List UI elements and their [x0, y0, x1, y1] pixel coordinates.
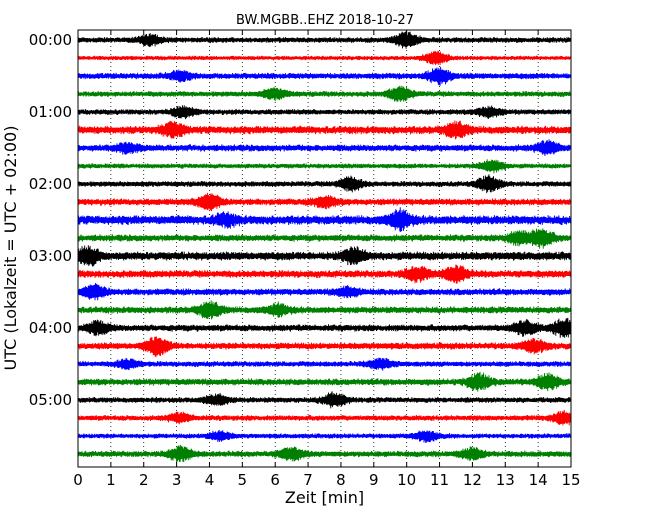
- y-axis-label: UTC (Lokalzeit = UTC + 02:00): [1, 126, 20, 371]
- trace-0415: [77, 336, 572, 358]
- trace-0345: [77, 300, 572, 320]
- trace-0300: [77, 245, 572, 267]
- trace-0445: [77, 371, 572, 392]
- x-tick-label-14: 14: [529, 471, 548, 489]
- trace-0230: [77, 207, 572, 232]
- trace-0545: [77, 444, 572, 463]
- x-tick-label-4: 4: [205, 471, 215, 489]
- trace-0000: [77, 31, 572, 49]
- trace-0030: [77, 66, 572, 86]
- trace-0045: [77, 85, 572, 103]
- vertical-grid: [110, 30, 539, 467]
- y-tick-label-00:00: 00:00: [29, 31, 72, 49]
- x-tick-label-13: 13: [496, 471, 515, 489]
- y-tick-label-03:00: 03:00: [29, 247, 72, 265]
- trace-group: [77, 31, 572, 463]
- x-tick-label-8: 8: [336, 471, 346, 489]
- x-axis: 0 1 2 3 4 5 6 7 8 9 10 11 12 13 14 15: [73, 30, 581, 489]
- x-tick-label-15: 15: [561, 471, 580, 489]
- chart-title: BW.MGBB..EHZ 2018-10-27: [236, 13, 414, 28]
- trace-0115: [77, 120, 572, 140]
- trace-0315: [77, 264, 572, 284]
- y-axis: 00:00 01:00 02:00 03:00 04:00 05:00: [29, 31, 571, 409]
- y-tick-label-02:00: 02:00: [29, 175, 72, 193]
- plot-frame: [77, 29, 572, 468]
- trace-0245: [77, 228, 572, 249]
- trace-0100: [77, 105, 572, 120]
- x-tick-label-1: 1: [106, 471, 116, 489]
- x-tick-label-11: 11: [430, 471, 449, 489]
- x-tick-label-10: 10: [397, 471, 416, 489]
- trace-0400: [77, 317, 572, 338]
- x-tick-label-6: 6: [270, 471, 280, 489]
- x-tick-label-7: 7: [303, 471, 313, 489]
- x-tick-label-9: 9: [369, 471, 379, 489]
- y-tick-label-04:00: 04:00: [29, 319, 72, 337]
- trace-0130: [77, 139, 572, 157]
- trace-0430: [77, 357, 572, 371]
- trace-0530: [77, 429, 572, 443]
- trace-0500: [77, 391, 572, 409]
- x-axis-label: Zeit [min]: [285, 488, 364, 507]
- trace-0015: [77, 50, 572, 66]
- trace-0515: [77, 409, 572, 426]
- x-tick-label-5: 5: [238, 471, 248, 489]
- trace-0200: [77, 174, 572, 194]
- y-tick-label-01:00: 01:00: [29, 103, 72, 121]
- x-tick-label-0: 0: [73, 471, 83, 489]
- x-tick-label-2: 2: [139, 471, 149, 489]
- trace-0215: [77, 192, 572, 212]
- x-tick-label-12: 12: [463, 471, 482, 489]
- x-tick-label-3: 3: [172, 471, 182, 489]
- trace-0145: [77, 159, 572, 174]
- trace-0330: [77, 282, 572, 301]
- y-tick-label-05:00: 05:00: [29, 391, 72, 409]
